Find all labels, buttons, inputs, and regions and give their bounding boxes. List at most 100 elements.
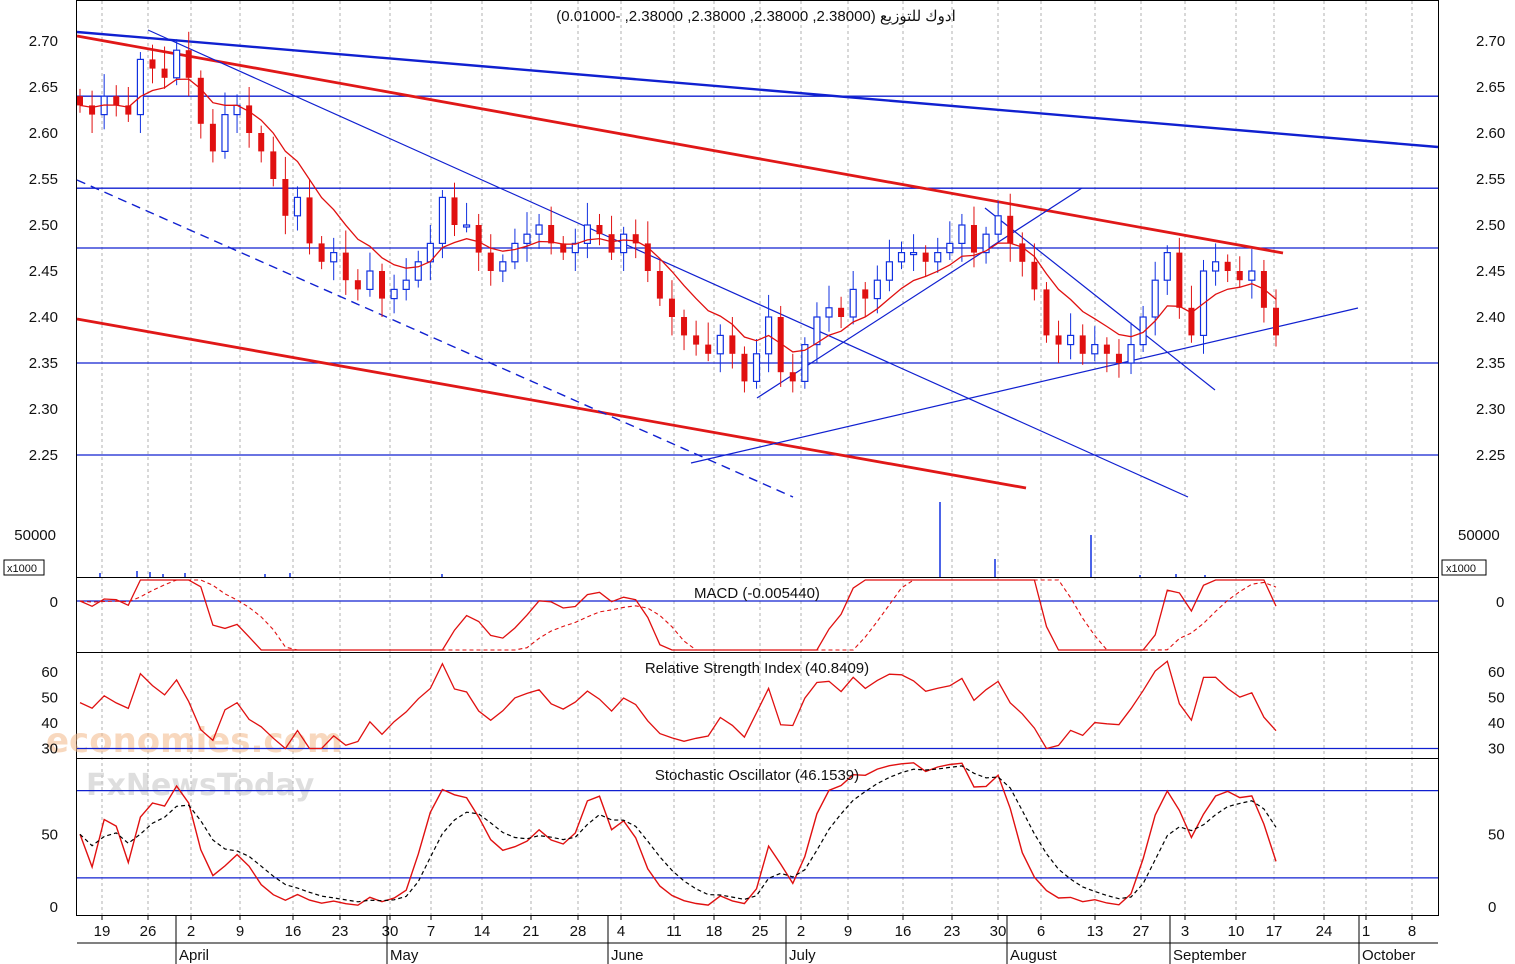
macd-title: MACD (-0.005440) [694, 585, 820, 602]
candle-body-down [342, 252, 349, 281]
candle-body-up [849, 288, 857, 318]
candle-body-up [366, 270, 374, 290]
candle-body-up [1151, 279, 1159, 318]
day-tick: 14 [474, 923, 491, 940]
candle-body-down [922, 252, 929, 262]
rsi-line: 60 60 50 50 40 40 30 30 [41, 660, 1505, 758]
rsi-tick-right: 60 [1488, 664, 1505, 681]
watermark-economies: economies.com [46, 721, 342, 761]
month-label: October [1362, 947, 1415, 964]
candle-body-up [535, 224, 543, 235]
month-label: June [611, 947, 644, 964]
candle-body-down [729, 335, 736, 354]
price-title: ادوك للتوزيع (2.38000, 2.38000, 2.38000,… [556, 8, 956, 25]
trend-line [76, 30, 1439, 149]
candle-body-up [909, 252, 918, 256]
stoch-k-line [79, 762, 1277, 906]
candle-body-down [741, 353, 748, 382]
day-tick: 2 [797, 923, 805, 940]
candle-body-up [873, 279, 881, 300]
candle-body-down [1031, 261, 1038, 290]
candle-body-down [209, 123, 216, 152]
candle-body-down [113, 96, 120, 106]
day-tick: 28 [570, 923, 587, 940]
candle-body-up [716, 334, 724, 355]
candle-body-up [994, 215, 1002, 235]
price-tick-left: 2.35 [29, 355, 58, 372]
candle-body-up [571, 242, 579, 254]
candle-body-down [354, 280, 361, 290]
candle-body-up [946, 242, 954, 254]
candle-body-down [656, 271, 663, 299]
candle-body-down [282, 179, 289, 216]
candle-body-up [173, 49, 181, 79]
candle-body-down [596, 225, 603, 235]
candle-body-down [1188, 307, 1195, 336]
stoch-tick-left: 50 [41, 826, 58, 843]
candle-body-down [1055, 335, 1062, 345]
day-tick: 24 [1316, 923, 1333, 940]
candle-body-up [752, 353, 761, 382]
candle-body-down [475, 225, 482, 253]
candle-body-up [1163, 252, 1171, 281]
stochastic-lines: 50 50 0 0 [41, 762, 1505, 916]
candle-body-up [885, 261, 894, 281]
price-tick-left: 2.60 [29, 125, 58, 142]
candle-body-up [523, 233, 531, 244]
price-tick-left: 2.55 [29, 171, 58, 188]
price-tick-left: 2.45 [29, 263, 58, 280]
price-tick-right: 2.40 [1476, 309, 1505, 326]
candle-body-down [1103, 344, 1110, 354]
day-tick: 30 [382, 923, 399, 940]
price-tick-right: 2.25 [1476, 447, 1505, 464]
price-tick-right: 2.65 [1476, 79, 1505, 96]
candle-body-up [982, 233, 990, 254]
day-tick: 16 [895, 923, 912, 940]
candle-body-down [1043, 289, 1050, 336]
price-tick-left: 2.70 [29, 33, 58, 50]
volume-bars [99, 502, 1206, 577]
moving-average [79, 78, 1277, 353]
day-tick: 1 [1362, 923, 1370, 940]
candle-body-down [548, 225, 555, 244]
candle-body-up [402, 279, 410, 291]
day-tick: 17 [1266, 923, 1283, 940]
stoch-tick-left: 0 [50, 899, 58, 916]
day-tick: 10 [1228, 923, 1245, 940]
trend-line [76, 317, 1027, 490]
candle-body-up [583, 224, 591, 244]
candle-body-up [330, 252, 338, 263]
day-tick: 11 [666, 923, 682, 940]
price-tick-left: 2.50 [29, 217, 58, 234]
candle-body-up [293, 196, 302, 217]
volume-tick-left: 50000 [14, 527, 56, 544]
rsi-tick-left: 50 [41, 690, 58, 707]
candle-body-down [149, 59, 156, 69]
day-tick: 9 [844, 923, 852, 940]
price-tick-right: 2.35 [1476, 355, 1505, 372]
candle-body-down [379, 271, 386, 299]
candle-body-up [462, 224, 471, 228]
candle-body-up [934, 252, 942, 263]
day-tick: 13 [1087, 923, 1104, 940]
candle-body-down [487, 252, 494, 271]
candle-body-up [221, 113, 229, 152]
day-tick: 25 [752, 923, 769, 940]
macd-tick-right: 0 [1496, 594, 1504, 611]
day-tick: 27 [1133, 923, 1150, 940]
trend-line [76, 34, 1284, 255]
trend-line [147, 29, 1189, 498]
month-label: July [789, 947, 816, 964]
candle-body-down [560, 243, 567, 253]
day-tick: 18 [706, 923, 723, 940]
ma-line [79, 78, 1277, 353]
day-tick: 6 [1037, 923, 1045, 940]
macd-tick-left: 0 [50, 594, 58, 611]
candle-body-up [1211, 261, 1220, 272]
stoch-tick-right: 50 [1488, 826, 1505, 843]
candle-body-down [89, 105, 96, 115]
day-tick: 7 [427, 923, 435, 940]
candle-body-down [862, 289, 869, 299]
macd-signal-line [79, 579, 1277, 651]
candle-body-down [838, 307, 845, 317]
